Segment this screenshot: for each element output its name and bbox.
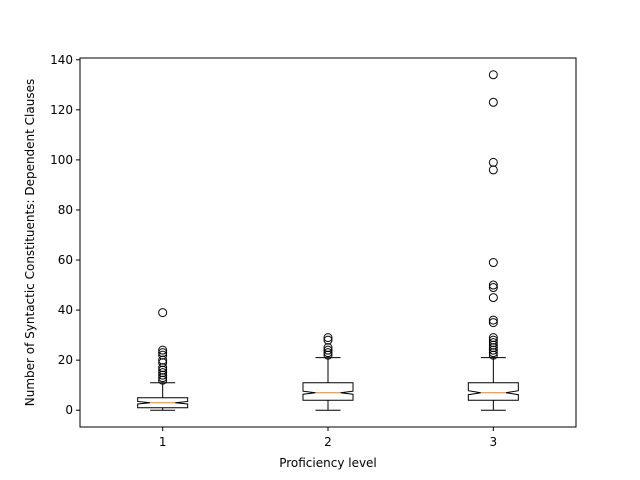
flier-point: [488, 333, 498, 343]
flier-point: [488, 97, 498, 107]
box: [137, 397, 189, 409]
flier-point: [158, 345, 168, 355]
flier-point: [488, 70, 498, 80]
y-tick-label: 140: [50, 53, 73, 67]
y-axis: 0 20 40 60 80 100 120 140: [50, 53, 80, 417]
box: [302, 382, 354, 401]
flier-point: [158, 348, 168, 358]
y-tick-label: 20: [58, 353, 73, 367]
flier-point: [488, 258, 498, 268]
box-group-3: [467, 70, 519, 411]
y-tick-label: 40: [58, 303, 73, 317]
y-tick-label: 60: [58, 253, 73, 267]
flier-point: [158, 368, 168, 378]
x-axis: 1 2 3: [159, 427, 497, 449]
box-group-2: [302, 333, 354, 411]
y-tick-label: 120: [50, 103, 73, 117]
flier-point: [488, 338, 498, 348]
flier-point: [323, 348, 333, 358]
flier-point: [488, 293, 498, 303]
flier-point: [488, 280, 498, 290]
flier-point: [158, 308, 168, 318]
flier-point: [158, 350, 168, 360]
x-tick-label: 1: [159, 435, 167, 449]
y-tick-label: 80: [58, 203, 73, 217]
y-tick-label: 0: [65, 403, 73, 417]
flier-point: [488, 157, 498, 167]
x-tick-label: 3: [490, 435, 498, 449]
flier-point: [488, 283, 498, 293]
box: [467, 382, 519, 401]
flier-point: [488, 335, 498, 345]
x-axis-label: Proficiency level: [279, 456, 377, 470]
box-group-1: [137, 308, 189, 411]
x-tick-label: 2: [324, 435, 332, 449]
flier-point: [323, 333, 333, 343]
flier-point: [488, 315, 498, 325]
y-tick-label: 100: [50, 153, 73, 167]
flier-point: [488, 318, 498, 328]
flier-point: [323, 345, 333, 355]
y-axis-label: Number of Syntactic Constituents: Depend…: [23, 79, 37, 406]
flier-point: [323, 335, 333, 345]
plot-marks: [137, 70, 519, 411]
